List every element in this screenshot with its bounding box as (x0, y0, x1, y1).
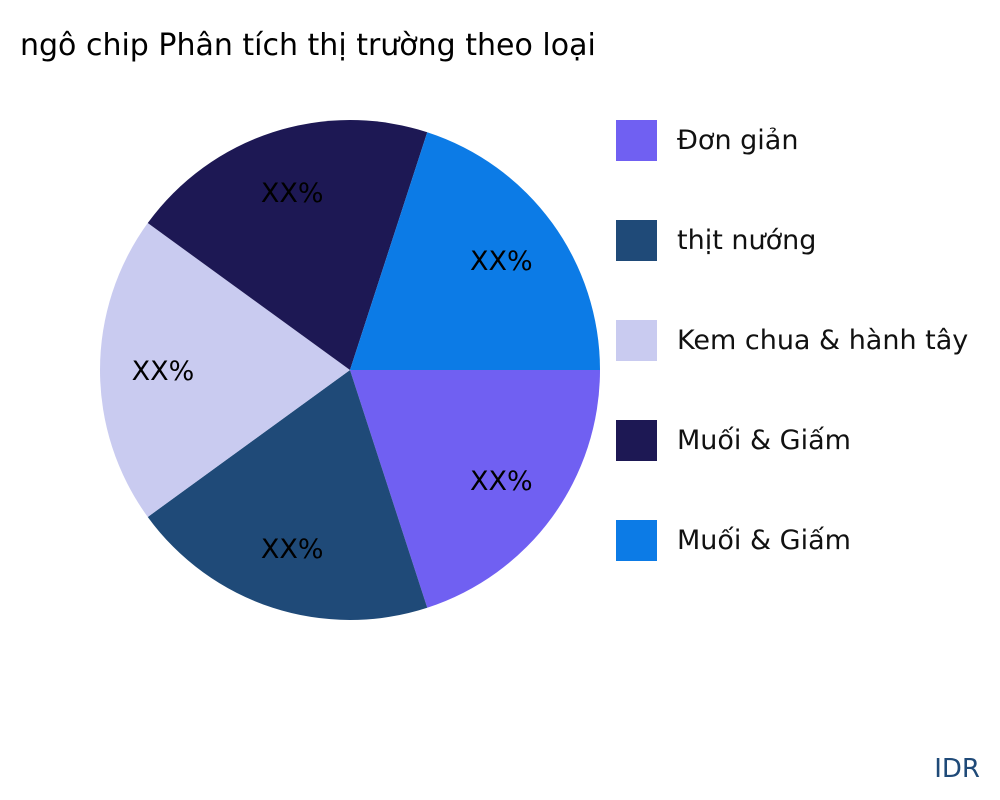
brand-logo-text: IDR (934, 754, 980, 784)
legend-swatch (616, 219, 657, 261)
legend-label: Muối & Giấm (677, 524, 851, 556)
legend-swatch (616, 119, 657, 161)
legend-swatch (616, 519, 657, 561)
legend-label: Kem chua & hành tây (677, 324, 969, 356)
legend-swatch (616, 419, 657, 461)
slice-data-label: XX% (132, 356, 195, 387)
pie-slice (147, 120, 428, 370)
legend-item: Kem chua & hành tây (616, 319, 968, 361)
legend-item: Đơn giản (616, 119, 798, 161)
slice-data-label: XX% (261, 178, 324, 209)
slice-data-label: XX% (470, 466, 533, 497)
legend-swatch (616, 319, 657, 361)
slice-data-label: XX% (261, 534, 324, 565)
legend-item: thịt nướng (616, 219, 816, 261)
pie-slice (100, 223, 350, 517)
pie-slice (350, 370, 600, 608)
chart-title: ngô chip Phân tích thị trường theo loại (20, 28, 596, 63)
pie-slice (350, 132, 600, 370)
legend-label: thịt nướng (677, 224, 817, 256)
legend-label: Đơn giản (677, 124, 799, 156)
legend-item: Muối & Giấm (616, 419, 851, 461)
pie-slice (147, 370, 428, 620)
legend-label: Muối & Giấm (677, 424, 851, 456)
slice-data-label: XX% (470, 246, 533, 277)
legend-item: Muối & Giấm (616, 519, 851, 561)
